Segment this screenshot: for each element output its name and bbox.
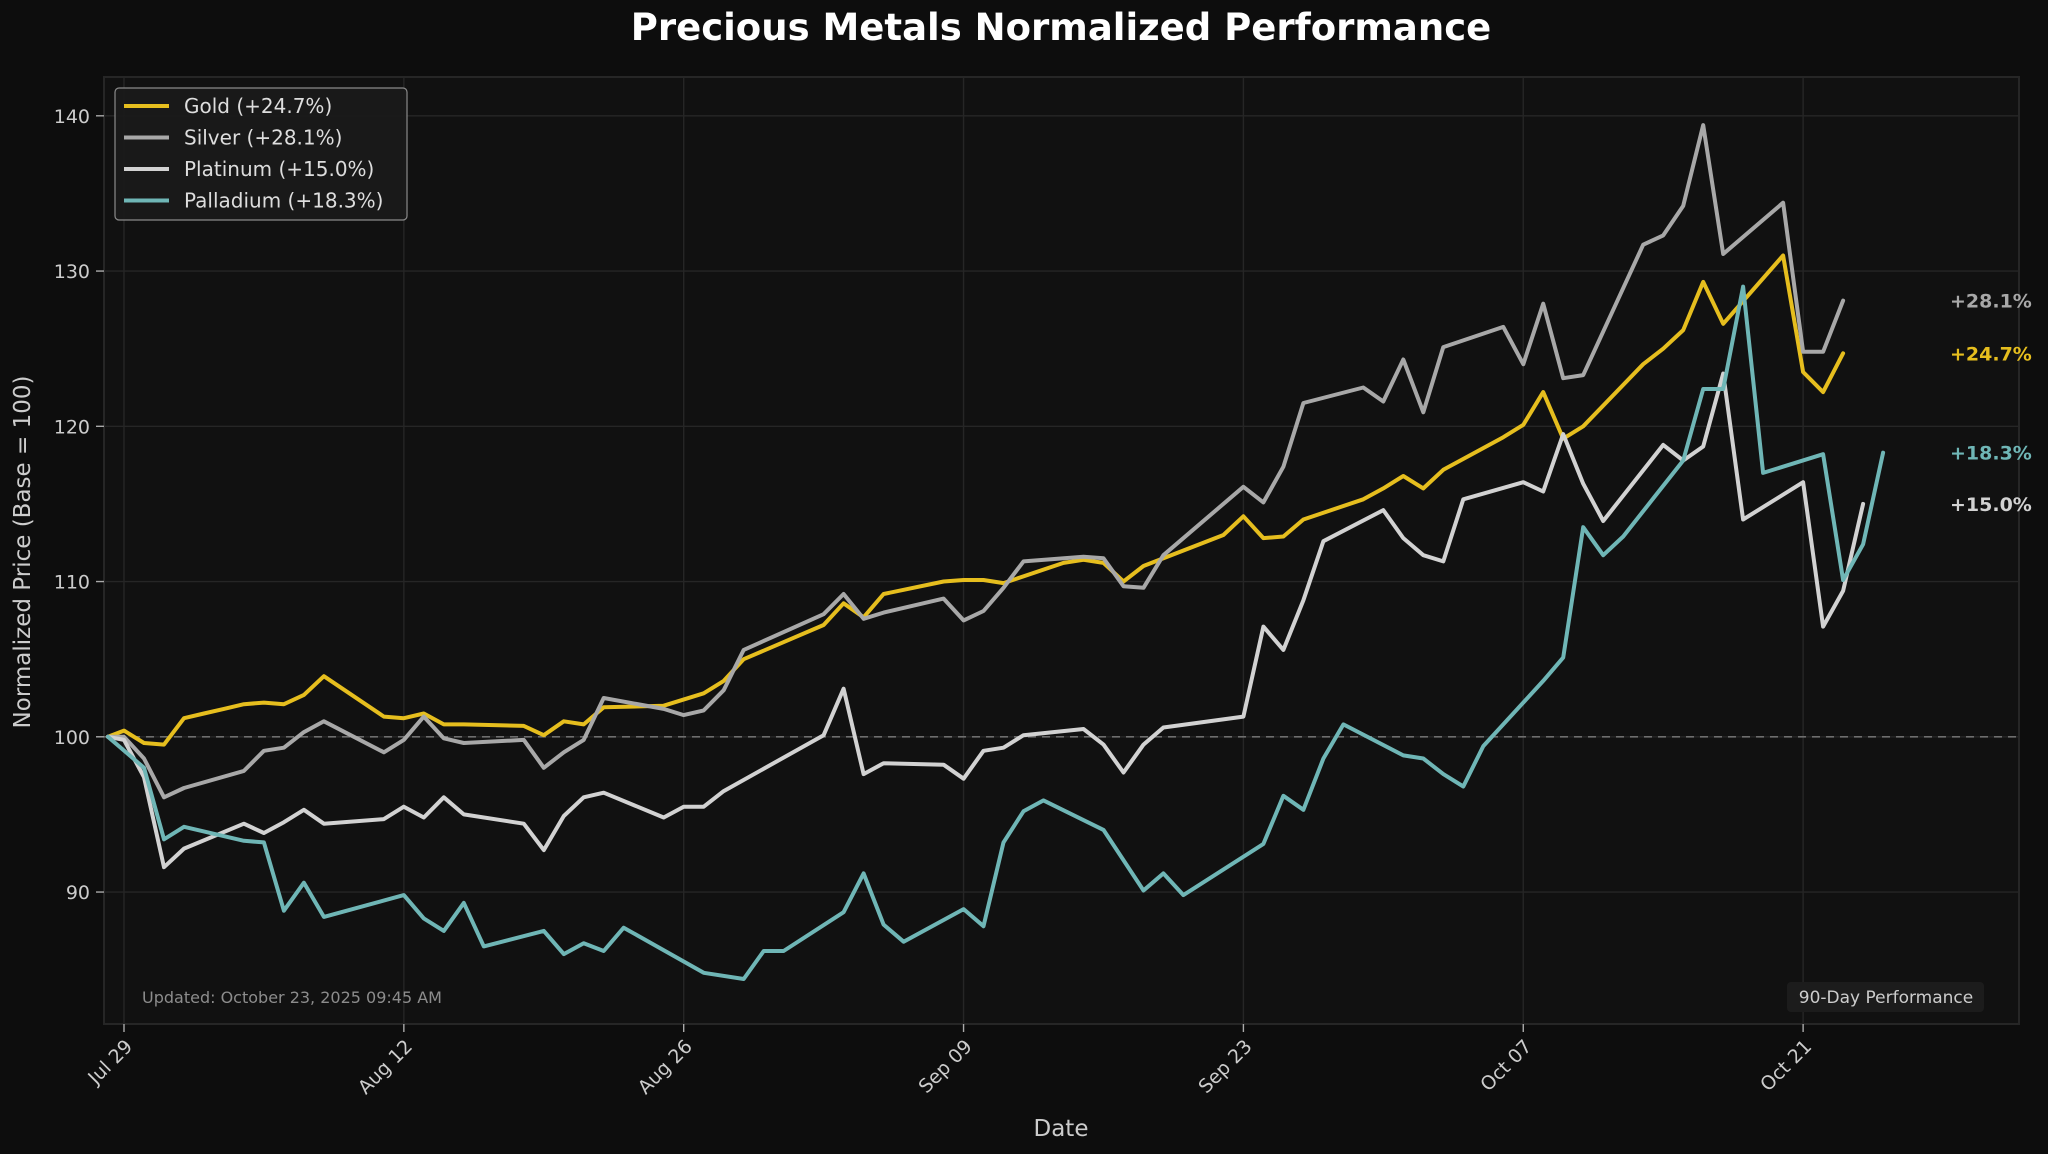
legend-label-silver: Silver (+28.1%): [184, 126, 342, 150]
legend-box: [114, 87, 408, 221]
series-line-palladium: [106, 284, 1886, 981]
legend-label-platinum: Platinum (+15.0%): [184, 157, 374, 181]
legend-label-gold: Gold (+24.7%): [184, 94, 332, 118]
series-lines: [106, 123, 1886, 981]
y-tick-label: 100: [54, 727, 90, 749]
plot-area: [103, 76, 2020, 1025]
x-axis-label: Date: [1034, 1116, 1089, 1142]
y-tick-label: 110: [54, 572, 90, 594]
end-label-platinum: +15.0%: [1950, 494, 2032, 516]
end-label-gold: +24.7%: [1950, 343, 2032, 365]
period-badge-text: 90-Day Performance: [1799, 988, 1973, 1008]
y-tick-label: 120: [54, 416, 90, 438]
period-badge-box: [1787, 982, 1984, 1012]
y-axis-ticks: 90 100 110 120 130 140: [54, 106, 104, 904]
grid-lines: [104, 77, 2019, 1024]
end-labels: +24.7% +28.1% +15.0% +18.3%: [1950, 291, 2032, 516]
end-label-palladium: +18.3%: [1950, 443, 2032, 465]
legend: Gold (+24.7%) Silver (+28.1%) Platinum (+1…: [114, 87, 408, 221]
y-tick-label: 130: [54, 261, 90, 283]
series-line-silver: [106, 123, 1846, 800]
period-badge: 90-Day Performance: [1787, 982, 1984, 1012]
legend-label-palladium: Palladium (+18.3%): [184, 189, 383, 213]
y-tick-label: 90: [66, 882, 90, 904]
updated-timestamp: Updated: October 23, 2025 09:45 AM: [142, 988, 442, 1007]
series-line-gold: [106, 253, 1846, 747]
y-axis-label: Normalized Price (Base = 100): [10, 376, 36, 729]
chart-title: Precious Metals Normalized Performance: [631, 6, 1492, 49]
series-line-platinum: [106, 371, 1866, 870]
y-tick-label: 140: [54, 106, 90, 128]
end-label-silver: +28.1%: [1950, 291, 2032, 313]
